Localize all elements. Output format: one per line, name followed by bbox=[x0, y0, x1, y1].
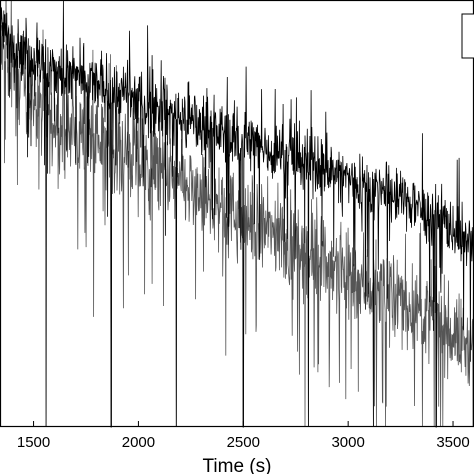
x-tick-label-2500: 2500 bbox=[227, 434, 260, 451]
series-line-2 bbox=[0, 0, 474, 428]
legend-box bbox=[461, 13, 474, 59]
x-axis-title: Time (s) bbox=[203, 456, 272, 474]
x-tick-label-3500: 3500 bbox=[436, 434, 469, 451]
series-line-1 bbox=[0, 0, 474, 428]
plot-lines bbox=[0, 0, 474, 428]
x-tick-label-2000: 2000 bbox=[122, 434, 155, 451]
x-tick-label-3000: 3000 bbox=[331, 434, 364, 451]
x-tick-label-1500: 1500 bbox=[17, 434, 50, 451]
x-axis-ticks: 1500 2000 2500 3000 3500 bbox=[17, 421, 470, 451]
